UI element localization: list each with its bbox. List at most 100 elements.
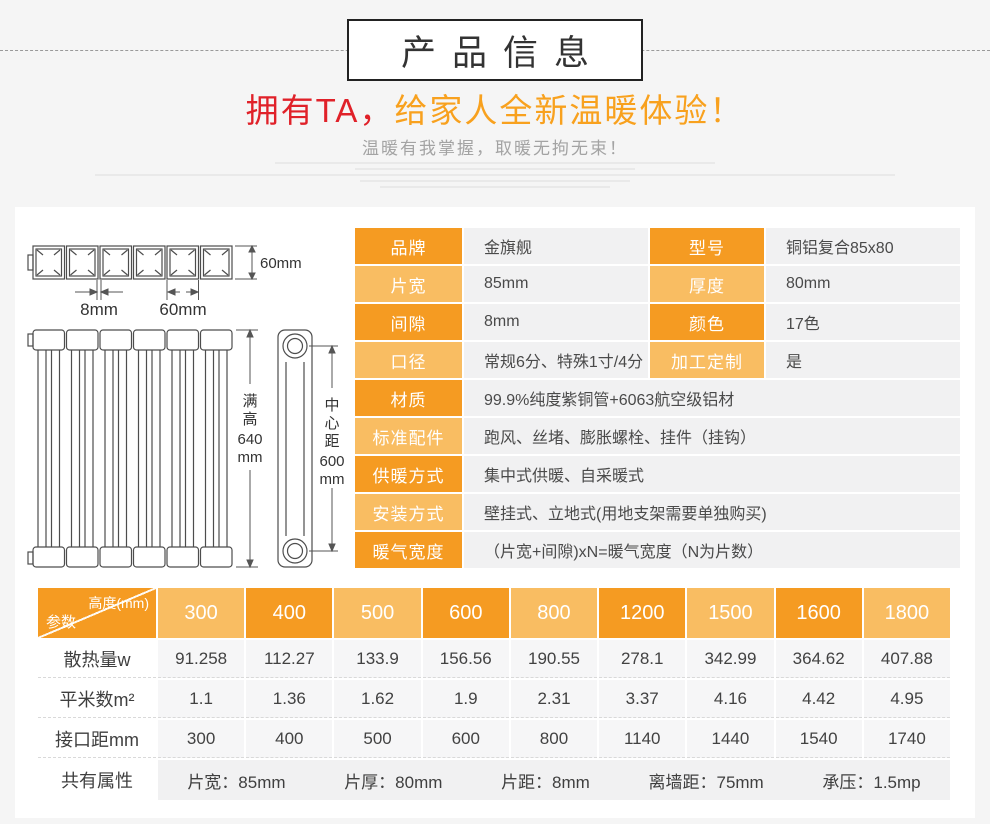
spec-label-gap: 间隙 [355,304,462,340]
top-view-sections [27,245,233,280]
table-cell: 364.62 [775,640,862,678]
table-cell: 1440 [687,720,774,758]
row-label-square-meters: 平米数m² [38,680,156,718]
center-dist-label-2: 心 [324,415,339,432]
page-title: 产品信息 [400,33,605,73]
spec-label-material: 材质 [355,380,462,416]
table-cell: 112.27 [246,640,333,678]
spec-value-install: 壁挂式、立地式(用地支架需要单独购买) [464,494,960,530]
table-cell: 1540 [775,720,862,758]
col-header-1500: 1500 [687,588,774,638]
spec-label-caliber: 口径 [355,342,462,378]
table-cell: 156.56 [422,640,509,678]
table-cell: 300 [158,720,245,758]
common-attr: 片厚：80mm [344,772,443,792]
full-height-label-3: 640 [237,431,262,448]
spec-label-install: 安装方式 [355,494,462,530]
dim-60mm-width: 60mm [159,300,206,319]
spec-label-brand: 品牌 [355,228,462,264]
col-header-1600: 1600 [775,588,862,638]
spec-value-thickness: 80mm [766,266,960,302]
table-corner-cell: 高度(mm) 参数 [38,588,156,638]
headline-red: 拥有TA， [245,92,395,129]
dim-60mm-height: 60mm [260,255,302,272]
spec-value-brand: 金旗舰 [464,228,648,264]
table-cell: 278.1 [599,640,686,678]
spec-label-color: 颜色 [650,304,764,340]
subtitle: 温暖有我掌握，取暖无拘无束！ [362,139,628,158]
side-view-column [277,329,313,568]
table-cell: 2.31 [510,680,598,718]
spec-label-radiator-width: 暖气宽度 [355,532,462,568]
table-cell: 800 [510,720,598,758]
col-header-400: 400 [246,588,333,638]
col-header-1800: 1800 [863,588,950,638]
radiator-diagrams: 60mm 8mm 60mm [20,222,360,582]
spec-value-color: 17色 [766,304,960,340]
spec-label-thickness: 厚度 [650,266,764,302]
table-cell: 342.99 [687,640,774,678]
row-label-common-attrs: 共有属性 [38,760,156,800]
corner-param-label: 参数 [46,614,77,631]
table-cell: 4.95 [863,680,950,718]
table-cell: 407.88 [863,640,950,678]
table-cell: 400 [246,720,333,758]
top-view-dimensions [75,244,257,300]
spec-value-radiator-width: （片宽+间隙)xN=暖气宽度（N为片数） [464,532,960,568]
table-cell: 1.9 [422,680,509,718]
table-cell: 3.37 [599,680,686,718]
spec-value-gap: 8mm [464,304,648,340]
row-label-heat-output: 散热量w [38,640,156,678]
table-cell: 1.36 [246,680,333,718]
spec-label-heating-mode: 供暖方式 [355,456,462,492]
spec-label-width: 片宽 [355,266,462,302]
col-header-800: 800 [510,588,598,638]
col-header-1200: 1200 [599,588,686,638]
table-cell: 1140 [599,720,686,758]
headline-orange: 给家人全新温暖体验！ [394,92,745,129]
radiator-diagram-svg: 60mm 8mm 60mm [27,244,345,569]
spec-value-width: 85mm [464,266,648,302]
full-height-label-4: mm [238,449,263,466]
front-view-panels [27,329,233,568]
full-height-label-2: 高 [242,411,257,428]
faint-watermark-lines [0,162,990,188]
spec-value-accessories: 跑风、丝堵、膨胀螺栓、挂件（挂钩） [464,418,960,454]
parameter-table: 高度(mm) 参数 300 400 500 600 800 1200 1500 … [38,588,950,800]
headline: 拥有TA，给家人全新温暖体验！ [0,84,990,132]
common-attrs-row: 片宽：85mm 片厚：80mm 片距：8mm 离墙距：75mm 承压：1.5mp [158,760,950,800]
spec-label-custom: 加工定制 [650,342,764,378]
corner-height-label: 高度(mm) [88,595,149,611]
table-cell: 4.42 [775,680,862,718]
spec-value-material: 99.9%纯度紫铜管+6063航空级铝材 [464,380,960,416]
table-cell: 1.1 [158,680,245,718]
center-dist-label-4: 600 [319,453,344,470]
common-attr: 片距：8mm [501,772,590,792]
table-cell: 1.62 [334,680,421,718]
col-header-600: 600 [422,588,509,638]
side-view-dimension [309,344,338,553]
table-cell: 91.258 [158,640,245,678]
table-cell: 4.16 [687,680,774,718]
spec-value-model: 铜铝复合85x80 [766,228,960,264]
spec-value-heating-mode: 集中式供暖、自采暖式 [464,456,960,492]
center-dist-label-5: mm [320,471,345,488]
spec-label-model: 型号 [650,228,764,264]
common-attr: 离墙距：75mm [648,772,764,792]
common-attr: 片宽：85mm [187,772,286,792]
full-height-label-1: 满 [242,393,257,410]
table-cell: 190.55 [510,640,598,678]
table-cell: 1740 [863,720,950,758]
spec-table: 品牌 金旗舰 型号 铜铝复合85x80 片宽 85mm 厚度 80mm 间隙 8… [355,228,960,568]
col-header-300: 300 [158,588,245,638]
spec-label-accessories: 标准配件 [355,418,462,454]
table-cell: 600 [422,720,509,758]
spec-value-custom: 是 [766,342,960,378]
common-attr: 承压：1.5mp [822,772,921,792]
section-title-box: 产品信息 [347,19,643,81]
dim-8mm-gap: 8mm [80,300,118,319]
table-cell: 500 [334,720,421,758]
center-dist-label-3: 距 [324,433,339,450]
content-panel: 60mm 8mm 60mm [15,207,975,818]
